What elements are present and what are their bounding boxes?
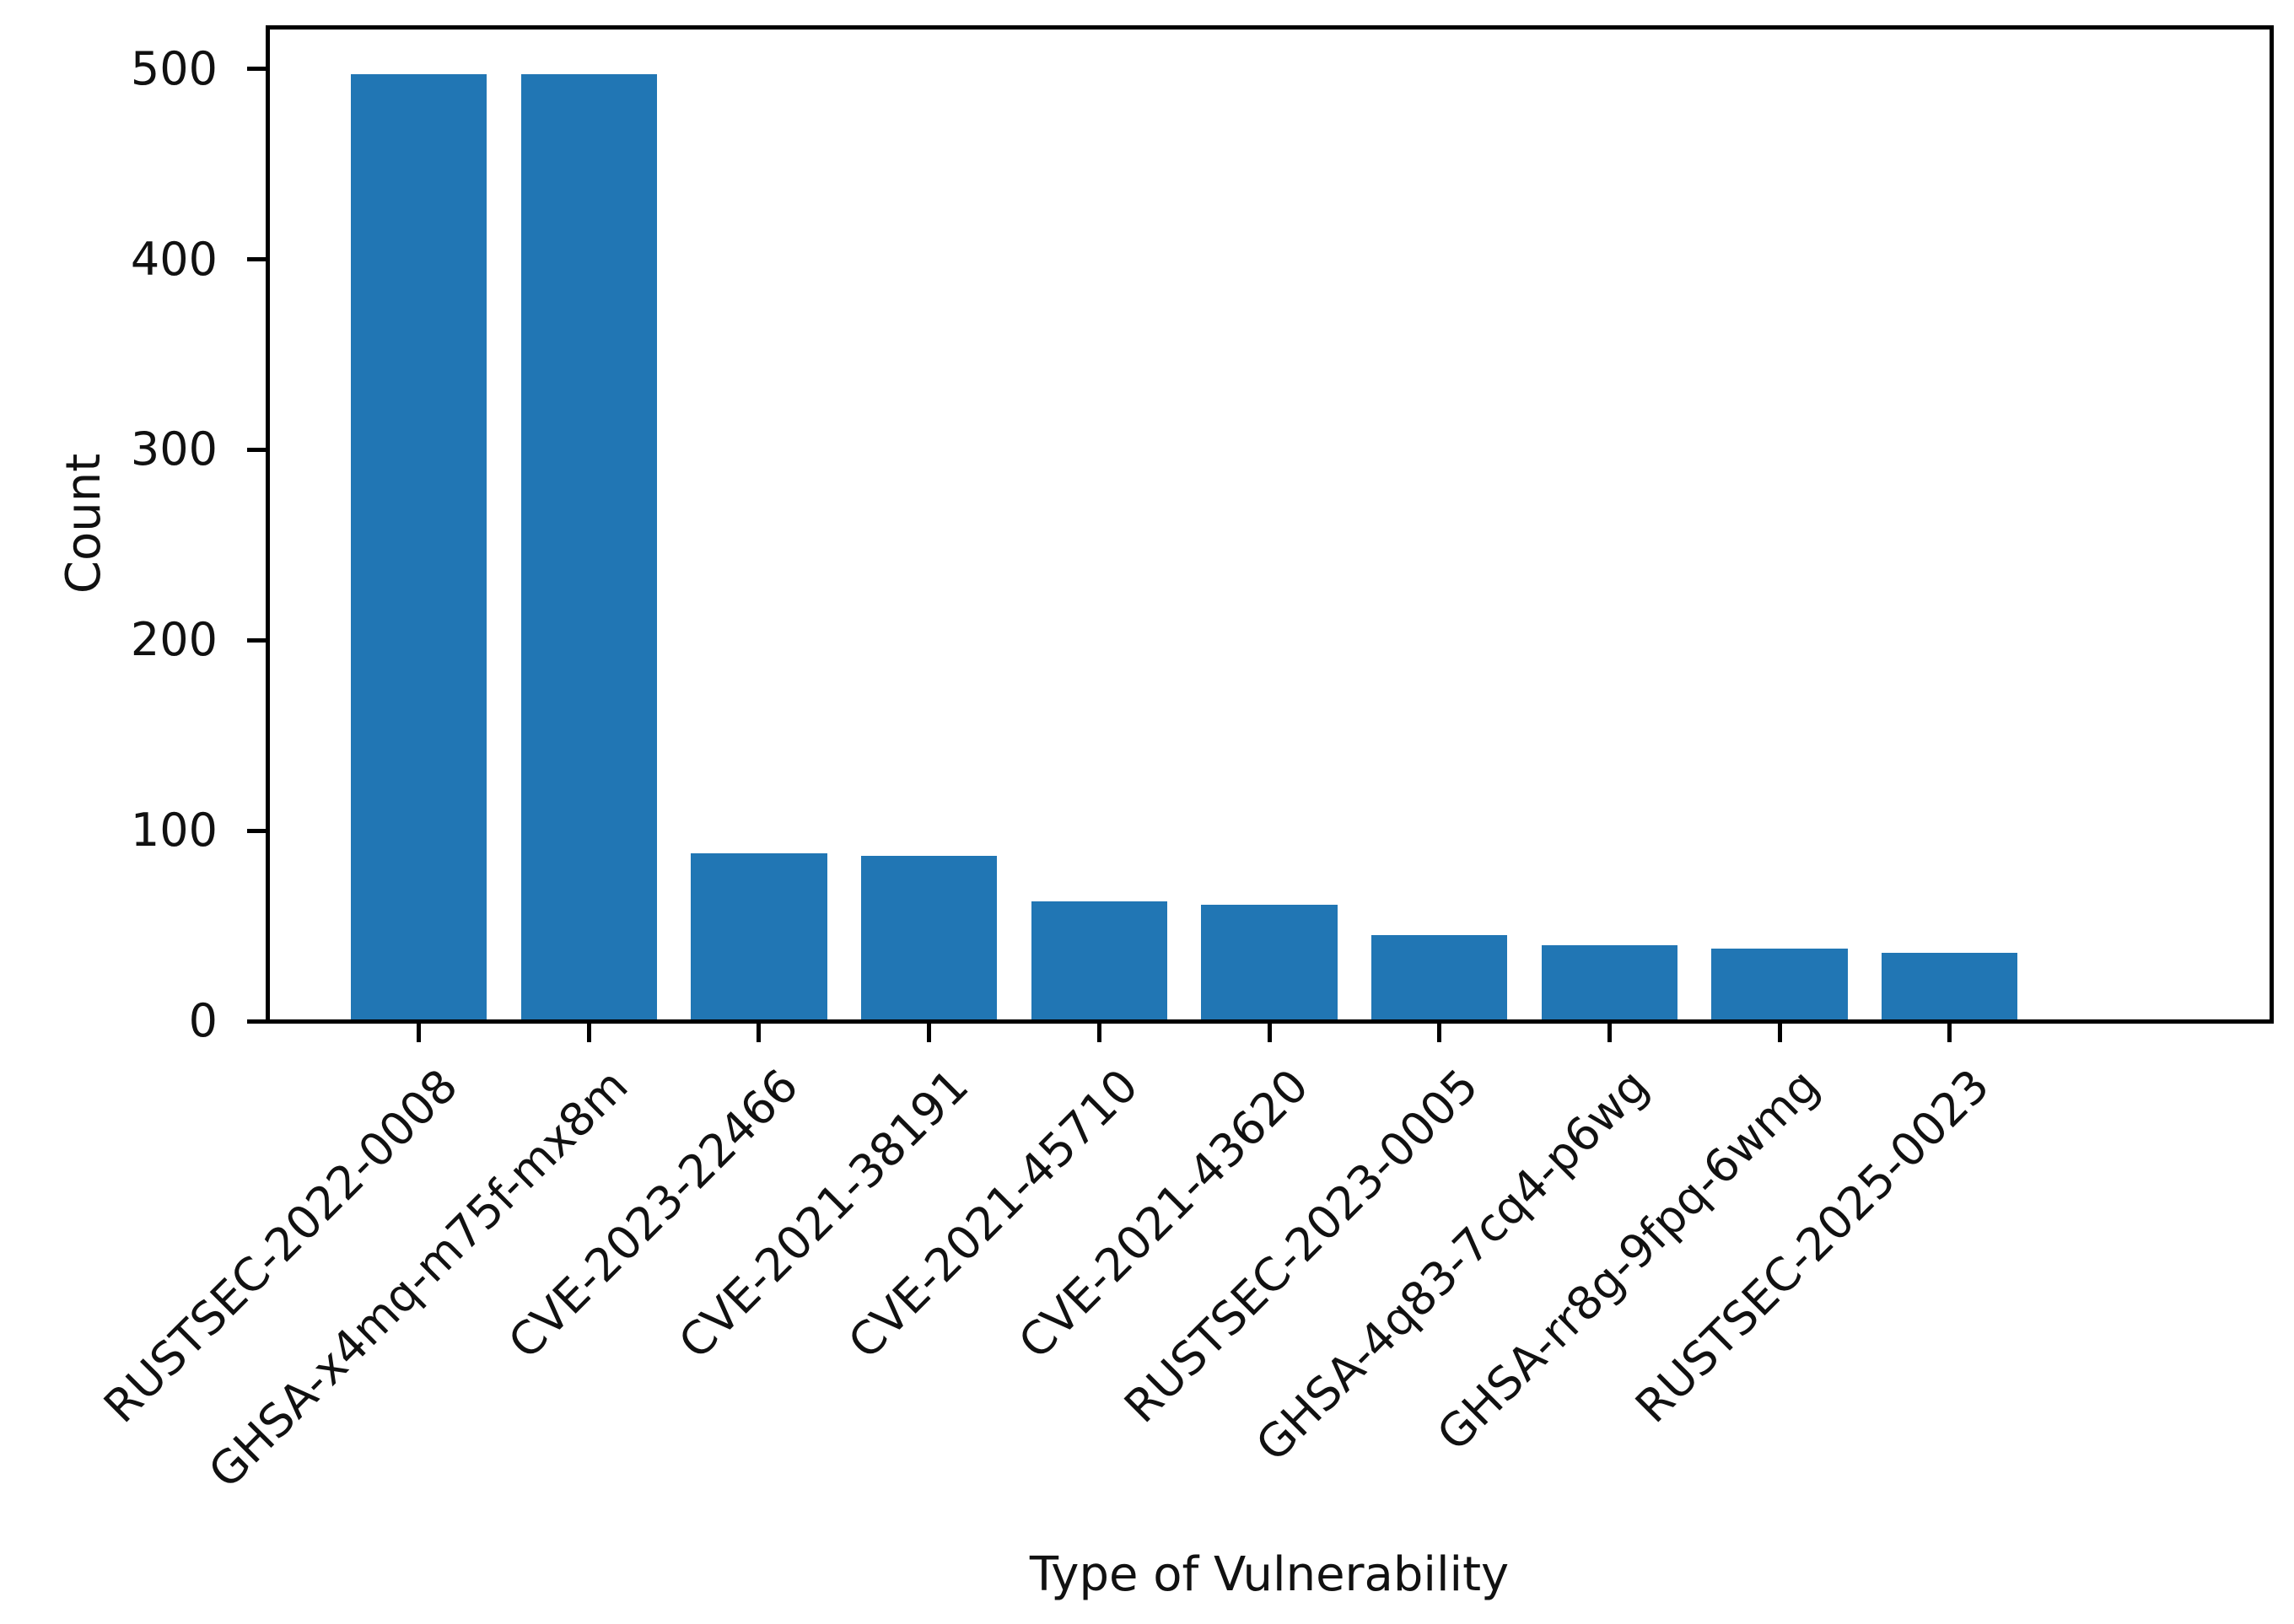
x-tick-mark-8 [1607,1024,1612,1042]
x-tick-label-CVE-2021-45710: CVE-2021-45710 [838,1058,1149,1369]
y-tick-mark-300 [247,447,266,452]
x-tick-mark-10 [1947,1024,1952,1042]
bar-RUSTSEC-2025-0023 [1882,952,2018,1021]
right-spine [2270,25,2274,1024]
y-tick-label-200: 200 [130,613,218,667]
bar-CVE-2021-38191 [860,855,998,1021]
x-tick-mark-1 [417,1024,421,1042]
y-tick-label-500: 500 [130,41,218,95]
x-axis-title: Type of Vulnerability [1029,1547,1510,1602]
bar-CVE-2023-22466 [691,853,827,1021]
x-tick-mark-6 [1267,1024,1272,1042]
bar-RUSTSEC-2023-0005 [1371,935,1508,1021]
bar-RUSTSEC-2022-0008 [350,74,487,1021]
bar-CVE-2021-45710 [1031,901,1167,1021]
x-tick-label-RUSTSEC-2023-0005: RUSTSEC-2023-0005 [1114,1058,1489,1433]
y-tick-label-0: 0 [188,994,218,1047]
y-axis-title: Count [57,453,111,594]
y-tick-label-300: 300 [130,422,218,476]
y-tick-label-400: 400 [130,232,218,286]
bar-CVE-2021-43620 [1201,905,1338,1021]
x-tick-label-CVE-2021-38191: CVE-2021-38191 [668,1058,979,1369]
x-tick-label-RUSTSEC-2025-0023: RUSTSEC-2025-0023 [1624,1058,2000,1433]
y-tick-mark-200 [247,637,266,643]
bar-GHSA-rr8g-9fpq-6wmg [1711,949,1848,1021]
y-tick-mark-500 [247,67,266,72]
x-tick-mark-2 [586,1024,591,1042]
x-tick-label-CVE-2023-22466: CVE-2023-22466 [498,1058,809,1369]
top-spine [266,25,2274,30]
x-tick-label-CVE-2021-43620: CVE-2021-43620 [1008,1058,1319,1369]
bottom-spine [266,1019,2274,1024]
y-tick-mark-400 [247,257,266,262]
y-tick-mark-100 [247,828,266,833]
x-tick-label-RUSTSEC-2022-0008: RUSTSEC-2022-0008 [94,1058,468,1433]
y-tick-label-100: 100 [130,804,218,858]
x-tick-mark-3 [757,1024,762,1042]
y-tick-mark-0 [247,1019,266,1024]
x-tick-mark-7 [1437,1024,1442,1042]
left-spine [266,25,270,1024]
x-tick-mark-4 [927,1024,932,1042]
x-tick-mark-5 [1096,1024,1101,1042]
x-tick-mark-9 [1777,1024,1782,1042]
bar-GHSA-x4mq-m75f-mx8m [520,74,657,1021]
bar-GHSA-4q83-7cq4-p6wg [1541,944,1678,1021]
